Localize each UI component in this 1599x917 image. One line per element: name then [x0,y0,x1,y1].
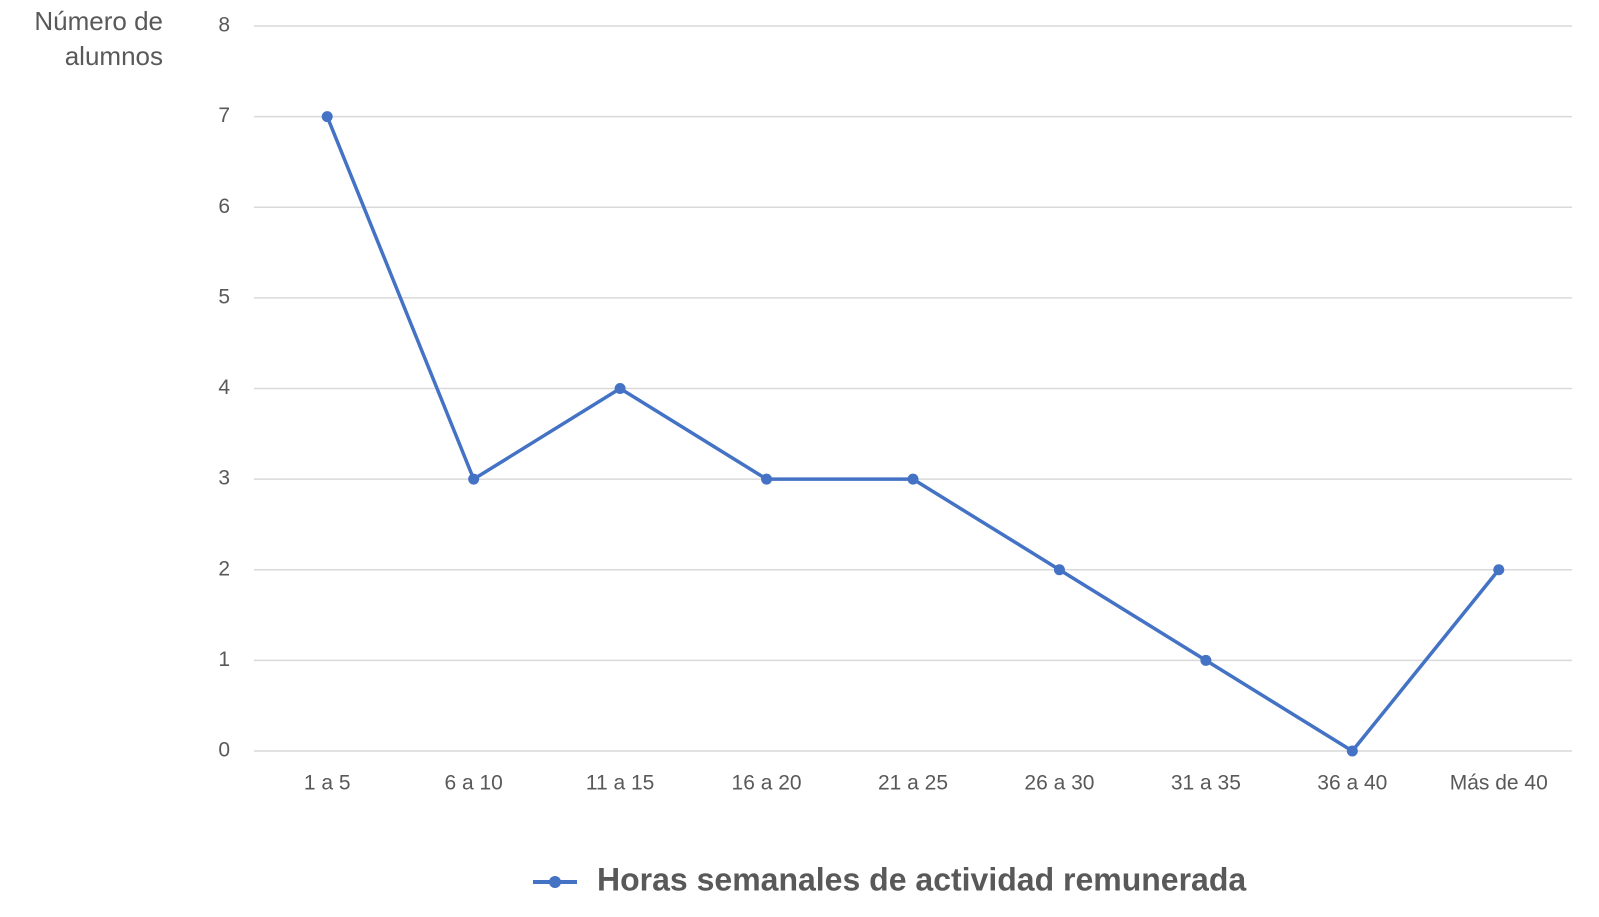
x-tick-label: 26 a 30 [1024,772,1094,795]
legend-label: Horas semanales de actividad remunerada [597,861,1246,897]
point [468,473,480,485]
y-tick-label: 6 [218,195,230,218]
y-tick-label: 0 [218,739,230,762]
y-tick-label: 2 [218,557,230,580]
point [321,111,333,123]
point [1200,654,1212,666]
x-tick-label: 36 a 40 [1317,772,1387,795]
y-tick-label: 8 [218,14,230,37]
y-tick-label: 7 [218,104,230,127]
y-tick-label: 1 [218,648,230,671]
y-tick-label: 3 [218,467,230,490]
y-axis-label: alumnos [65,41,163,71]
point [1493,564,1505,576]
point [1346,745,1358,757]
y-tick-label: 5 [218,285,230,308]
legend-marker [549,876,561,888]
point [907,473,919,485]
x-tick-label: 16 a 20 [732,772,802,795]
y-axis-label: Número de [34,6,163,36]
point [761,473,773,485]
series-line [325,115,1501,753]
point [1053,564,1065,576]
x-tick-label: 6 a 10 [444,772,502,795]
point [614,383,626,394]
x-tick-label: 21 a 25 [878,772,948,795]
x-tick-label: Más de 40 [1450,772,1548,795]
x-tick-label: 31 a 35 [1171,772,1241,795]
x-tick-label: 11 a 15 [586,772,655,795]
x-tick-label: 1 a 5 [304,772,351,795]
y-tick-label: 4 [218,376,230,399]
